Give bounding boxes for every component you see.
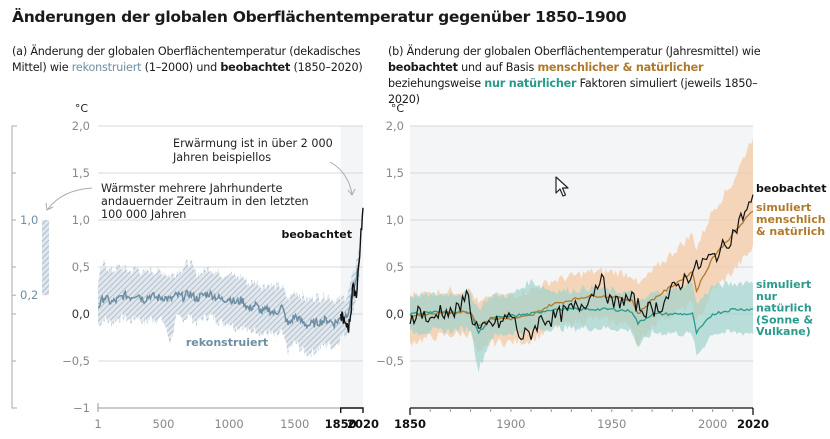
y-tick-label: −0,5 (376, 354, 404, 368)
subtitle-a-text-3: (1850–2020) (290, 61, 363, 74)
observed-label: beobachtet (281, 228, 352, 241)
y-tick-label: 1,5 (72, 166, 90, 180)
subtitle-a-text-1: (a) Änderung der globalen Oberflächentem… (12, 45, 361, 74)
x-tick-label: 2020 (347, 417, 379, 431)
mouse-cursor-icon (555, 176, 569, 197)
y-tick-label: 0,5 (72, 260, 90, 274)
y-tick-label: 0,0 (72, 307, 90, 321)
y-tick-label: 2,0 (386, 119, 404, 133)
subtitle-b-natural: nur natürlicher (484, 77, 577, 90)
reconstructed-label: rekonstruiert (186, 336, 268, 349)
subtitle-b-observed: beobachtet (388, 61, 458, 74)
reconstructed-band (98, 248, 360, 358)
subtitle-b-text-4: Faktoren simuliert (jeweils 1850–2020) (388, 77, 758, 106)
subtitle-b-text-2: und auf Basis (457, 61, 538, 74)
panel-b-chart: 2,0 1,5 1,0 0,5 0,0 −0,5 °C 1850 1900 1950 2000 202… (376, 102, 826, 431)
y-axis-unit: °C (75, 102, 89, 115)
natural-only-label: Vulkane) (756, 325, 811, 338)
subtitle-b-text-1: (b) Änderung der globalen Oberflächentem… (388, 45, 761, 58)
x-tick-label: 1 (94, 417, 101, 431)
natural-only-label: natürlich (756, 302, 812, 315)
annotation-warming-line: Jahren beispiellos (172, 151, 271, 164)
range-low-label: 0,2 (20, 288, 38, 302)
subtitle-a-observed: beobachtet (220, 61, 291, 74)
y-axis-unit: °C (391, 102, 405, 115)
y-tick-label: 1,5 (386, 166, 404, 180)
anthro-natural-line (409, 210, 754, 326)
y-tick-label: 1,0 (386, 213, 404, 227)
annotation-warming-line: Erwärmung ist in über 2 000 (173, 137, 333, 150)
annotation-warmest-line: andauernder Zeitraum in den letzten (101, 195, 309, 208)
x-tick-label: 2020 (737, 417, 769, 431)
annotation-arrow-warming (329, 161, 353, 195)
modern-period-bracket (339, 407, 364, 413)
anthro-natural-label: & natürlich (756, 225, 825, 238)
natural-only-label: nur (756, 290, 778, 303)
subtitle-a-reconstructed: rekonstruiert (71, 61, 142, 74)
x-tick-label: 1900 (496, 417, 525, 431)
warmest-period-range-bar (42, 220, 49, 296)
x-tick-label: 1950 (597, 417, 626, 431)
natural-only-label: (Sonne & (756, 313, 813, 326)
anthro-natural-label: menschlich (756, 213, 826, 226)
observed-label: beobachtet (756, 182, 827, 195)
arrowhead (347, 188, 356, 196)
x-tick-label: 2000 (698, 417, 727, 431)
annotation-warmest-line: 100 000 Jahren (101, 208, 186, 221)
x-tick-label: 1850 (325, 417, 357, 431)
y-tick-label: 0,5 (386, 260, 404, 274)
subtitle-a-text-2: (1–2000) und (141, 61, 221, 74)
x-tick-label: 1000 (214, 417, 243, 431)
subtitle-b-text-3: beziehungsweise (388, 77, 485, 90)
annotation-arrow-warmest (47, 187, 93, 210)
anthro-natural-label: simuliert (756, 201, 811, 214)
natural-only-label: simuliert (756, 278, 811, 291)
y-tick-label: 1,0 (72, 213, 90, 227)
x-tick-label: 1850 (394, 417, 426, 431)
y-tick-label: −1 (73, 401, 90, 415)
reconstructed-line (97, 258, 361, 330)
y-tick-label: 0,0 (386, 307, 404, 321)
arrowhead (45, 202, 54, 211)
natural-only-band (410, 278, 753, 373)
range-high-label: 1,0 (20, 213, 38, 227)
y-tick-label: 2,0 (72, 119, 90, 133)
figure-title: Änderungen der globalen Oberflächentempe… (12, 8, 627, 26)
natural-only-line (409, 307, 753, 336)
panel-a-chart: 2,01,51,00,50,0−0,5−1°C1 500 1000 1500 18502… (11, 102, 379, 431)
observed-line (340, 207, 364, 333)
y-tick-label: −0,5 (62, 354, 90, 368)
observed-line (409, 194, 754, 340)
panel-b-subtitle: (b) Änderung der globalen Oberflächentem… (388, 44, 788, 108)
x-tick-label: 500 (153, 417, 175, 431)
subtitle-b-anthro: menschlicher & natürlicher (537, 61, 704, 74)
x-tick-label: 1500 (280, 417, 309, 431)
panel-a-subtitle: (a) Änderung der globalen Oberflächentem… (12, 44, 372, 76)
annotation-warmest-line: Wärmster mehrere Jahrhunderte (101, 182, 283, 195)
